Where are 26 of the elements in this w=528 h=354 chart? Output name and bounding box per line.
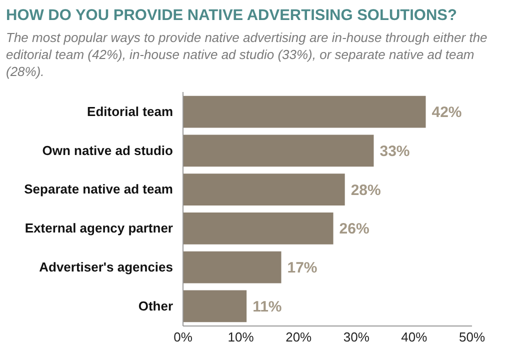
chart-subtitle: The most popular ways to provide native advertising are in-house through either the editorial team (42%), in-house native ad studio (33%), or separate native ad team (28%). [6, 30, 488, 79]
data-label: 26% [339, 220, 370, 238]
bar [183, 290, 247, 322]
data-label: 33% [380, 142, 410, 160]
y-tick-label: External agency partner [24, 220, 173, 236]
data-label: 11% [252, 298, 282, 316]
y-tick-label: Separate native ad team [24, 182, 173, 197]
bar [183, 212, 334, 244]
bar [183, 134, 374, 167]
bar [183, 96, 426, 128]
x-tick-label: 20% [286, 329, 312, 344]
x-tick-label: 40% [401, 329, 428, 344]
x-tick-label: 0% [174, 329, 193, 344]
chart-title: HOW DO YOU PROVIDE NATIVE ADVERTISING SOLUTIONS? [6, 7, 457, 24]
bar [183, 174, 345, 206]
data-label: 17% [287, 260, 318, 277]
data-label: 42% [432, 104, 462, 122]
x-tick-label: 10% [228, 329, 254, 344]
data-label: 28% [350, 182, 381, 199]
x-tick-label: 30% [343, 329, 370, 344]
y-tick-label: Other [138, 298, 173, 314]
bar [183, 251, 282, 284]
y-tick-label: Advertiser's agencies [39, 259, 173, 274]
y-tick-label: Editorial team [87, 104, 173, 119]
y-tick-label: Own native ad studio [42, 142, 174, 158]
x-tick-label: 50% [458, 329, 486, 344]
